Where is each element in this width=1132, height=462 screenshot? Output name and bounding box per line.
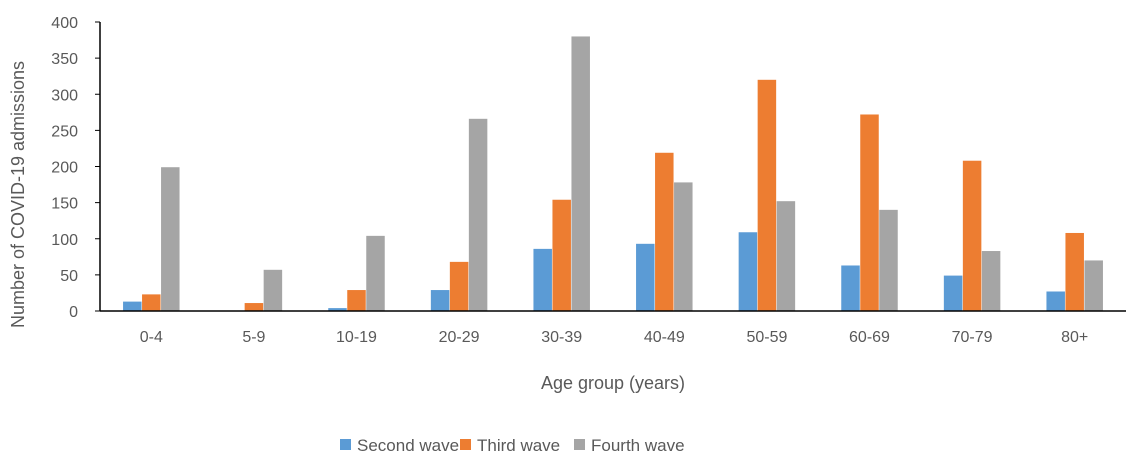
- y-tick-label: 400: [51, 15, 78, 32]
- legend-label: Third wave: [477, 436, 560, 455]
- x-tick-label: 5-9: [242, 329, 265, 346]
- bar-third-wave-30-39: [552, 199, 571, 311]
- y-tick-label: 50: [60, 268, 78, 285]
- bar-third-wave-5-9: [244, 303, 264, 311]
- bar-third-wave-60-69: [860, 114, 879, 311]
- bar-fourth-wave-5-9: [263, 269, 283, 311]
- bar-second-wave-80+: [1046, 291, 1065, 311]
- y-axis-title: Number of COVID-19 admissions: [8, 61, 28, 328]
- y-tick-label: 0: [69, 304, 78, 321]
- y-tick-label: 150: [51, 196, 78, 213]
- bar-fourth-wave-20-29: [468, 118, 488, 311]
- x-tick-label: 40-49: [644, 329, 685, 346]
- bar-second-wave-50-59: [738, 232, 758, 311]
- y-tick-label: 200: [51, 160, 78, 177]
- bar-fourth-wave-70-79: [981, 251, 1001, 311]
- bar-fourth-wave-0-4: [161, 167, 180, 311]
- x-tick-label: 60-69: [849, 329, 890, 346]
- bar-second-wave-20-29: [430, 290, 450, 311]
- bar-fourth-wave-30-39: [571, 36, 590, 311]
- y-tick-label: 350: [51, 51, 78, 68]
- bar-fourth-wave-10-19: [366, 235, 385, 311]
- x-tick-label: 70-79: [952, 329, 993, 346]
- x-tick-label: 10-19: [336, 329, 377, 346]
- bar-second-wave-60-69: [841, 265, 860, 311]
- legend-label: Fourth wave: [591, 436, 685, 455]
- bar-fourth-wave-60-69: [879, 209, 898, 311]
- bar-second-wave-10-19: [328, 308, 347, 311]
- legend-swatch: [574, 439, 585, 450]
- x-axis-ticks: 0-4 5-9 10-19 20-29 30-39 40-49 50-59 60-69 70-7…: [140, 329, 1089, 346]
- y-tick-label: 250: [51, 123, 78, 140]
- bar-fourth-wave-50-59: [776, 201, 796, 311]
- legend-swatch: [460, 439, 471, 450]
- legend-swatch: [340, 439, 351, 450]
- bar-second-wave-40-49: [636, 243, 655, 311]
- y-tick-label: 300: [51, 87, 78, 104]
- x-tick-label: 50-59: [746, 329, 787, 346]
- bar-third-wave-40-49: [655, 152, 674, 311]
- y-tick-label: 100: [51, 232, 78, 249]
- bar-second-wave-30-39: [533, 248, 552, 311]
- x-tick-label: 30-39: [541, 329, 582, 346]
- legend: Second wave Third wave Fourth wave: [340, 436, 685, 455]
- legend-label: Second wave: [357, 436, 459, 455]
- bar-third-wave-20-29: [449, 261, 469, 311]
- bar-fourth-wave-40-49: [674, 182, 693, 311]
- bar-third-wave-80+: [1065, 232, 1084, 311]
- bars: [123, 36, 1103, 311]
- bar-third-wave-50-59: [757, 79, 777, 311]
- bar-third-wave-0-4: [142, 294, 161, 311]
- x-tick-label: 0-4: [140, 329, 163, 346]
- bar-second-wave-0-4: [123, 301, 142, 311]
- x-tick-label: 80+: [1061, 329, 1088, 346]
- x-axis-title: Age group (years): [541, 373, 685, 393]
- bar-third-wave-10-19: [347, 290, 366, 311]
- bar-third-wave-70-79: [962, 160, 982, 311]
- bar-second-wave-70-79: [943, 275, 963, 311]
- bar-fourth-wave-80+: [1084, 260, 1103, 311]
- y-axis-ticks: 0 50 100 150 200 250 300 350 400: [51, 15, 100, 321]
- x-tick-label: 20-29: [439, 329, 480, 346]
